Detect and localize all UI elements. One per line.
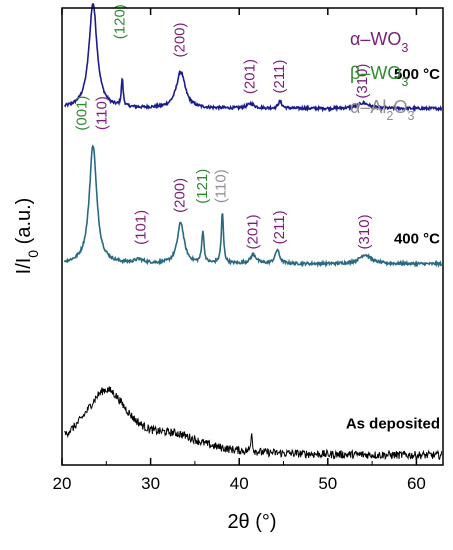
peak-label: (101): [133, 210, 150, 245]
legend-suffix: O: [393, 97, 407, 117]
legend-subscript: 3: [401, 41, 408, 55]
series-name-label: 400 °C: [394, 230, 440, 247]
y-axis-title-unit: (a.u.): [13, 198, 35, 250]
series-line-2: [64, 386, 443, 461]
legend-entry: β–WO3: [350, 63, 408, 89]
peak-label: (310): [354, 64, 371, 99]
x-tick-label: 20: [53, 474, 72, 493]
peak-label: (120): [111, 4, 128, 39]
legend-entry: α–Al2O3: [350, 97, 414, 123]
peak-label: (201): [244, 214, 261, 249]
series-name-label: As deposited: [346, 415, 440, 432]
legend-prefix: α–WO: [350, 29, 401, 49]
peak-label: (121): [194, 169, 211, 204]
peak-label: (200): [172, 22, 189, 57]
peak-label: (200): [172, 178, 189, 213]
peak-labels: 500 °C (001) (120) (200) (201) (211) (310) 400 …: [73, 4, 440, 432]
peak-label: (110): [212, 169, 229, 203]
series-name-label: 500 °C: [394, 66, 440, 83]
legend-subscript-2: 3: [407, 109, 414, 123]
x-axis-title: 2θ (°): [227, 511, 276, 533]
plot-area: [63, 3, 443, 461]
legend-prefix: α–Al: [350, 97, 386, 117]
x-tick-label: 40: [230, 474, 249, 493]
peak-label: (110): [94, 96, 111, 130]
legend-subscript: 3: [401, 75, 408, 89]
peak-label: (211): [271, 60, 288, 94]
y-axis-title-subscript: 0: [25, 250, 41, 258]
legend-subscript: 2: [386, 109, 393, 123]
x-tick-label: 30: [141, 474, 160, 493]
peak-label: (001): [73, 96, 90, 131]
legend-prefix: β–WO: [350, 63, 401, 83]
y-axis-title-main: I/I: [13, 258, 35, 275]
x-tick-label: 60: [407, 474, 426, 493]
plot-frame: [61, 7, 444, 466]
peak-label: (310): [356, 214, 373, 249]
peak-label: (201): [242, 59, 259, 94]
legend-entry: α–WO3: [350, 29, 408, 55]
series-line-1: [63, 144, 443, 269]
y-axis-title: I/I0 (a.u.): [13, 198, 41, 275]
peak-label: (211): [271, 210, 288, 244]
series-line-0: [64, 3, 443, 113]
x-tick-label: 50: [318, 474, 337, 493]
